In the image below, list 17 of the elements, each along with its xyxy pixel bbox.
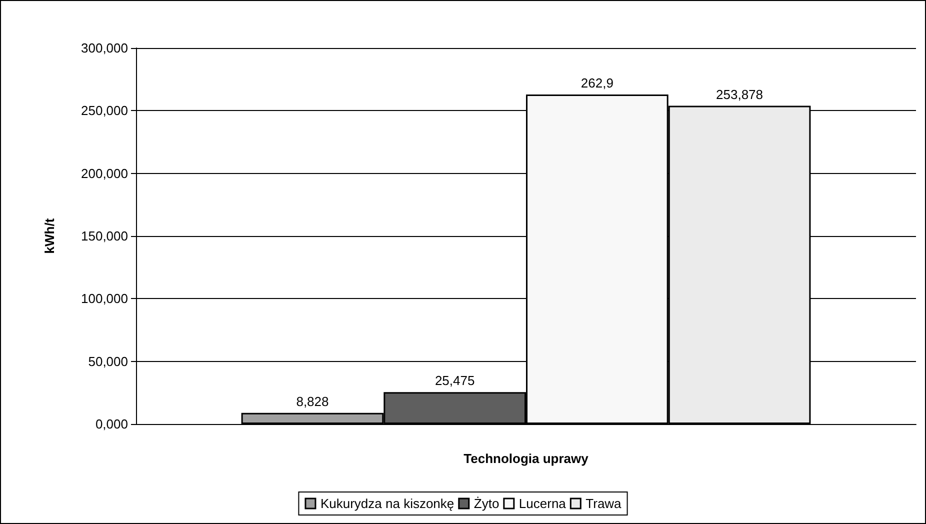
data-label: 8,828 [296, 394, 329, 409]
legend-label: Trawa [586, 496, 622, 511]
legend-label: Żyto [474, 496, 500, 511]
y-tick-label: 100,000 [81, 291, 128, 306]
y-tick-label: 150,000 [81, 228, 128, 244]
y-axis-title: kWh/t [42, 218, 57, 254]
y-tick-label: 50,000 [88, 354, 128, 369]
data-label: 262,9 [580, 76, 614, 90]
data-label: 253,878 [716, 86, 764, 102]
data-label: 25,475 [434, 373, 475, 388]
y-tick-label: 300,000 [81, 40, 128, 56]
y-tick-label: 250,000 [81, 103, 128, 118]
y-tick-label: 200,000 [81, 166, 128, 181]
x-axis-title: Technologia uprawy [464, 451, 590, 466]
y-tick-label: 0,000 [95, 416, 128, 432]
legend-label: Kukurydza na kiszonkę [320, 496, 454, 511]
legend-label: Lucerna [518, 496, 567, 511]
